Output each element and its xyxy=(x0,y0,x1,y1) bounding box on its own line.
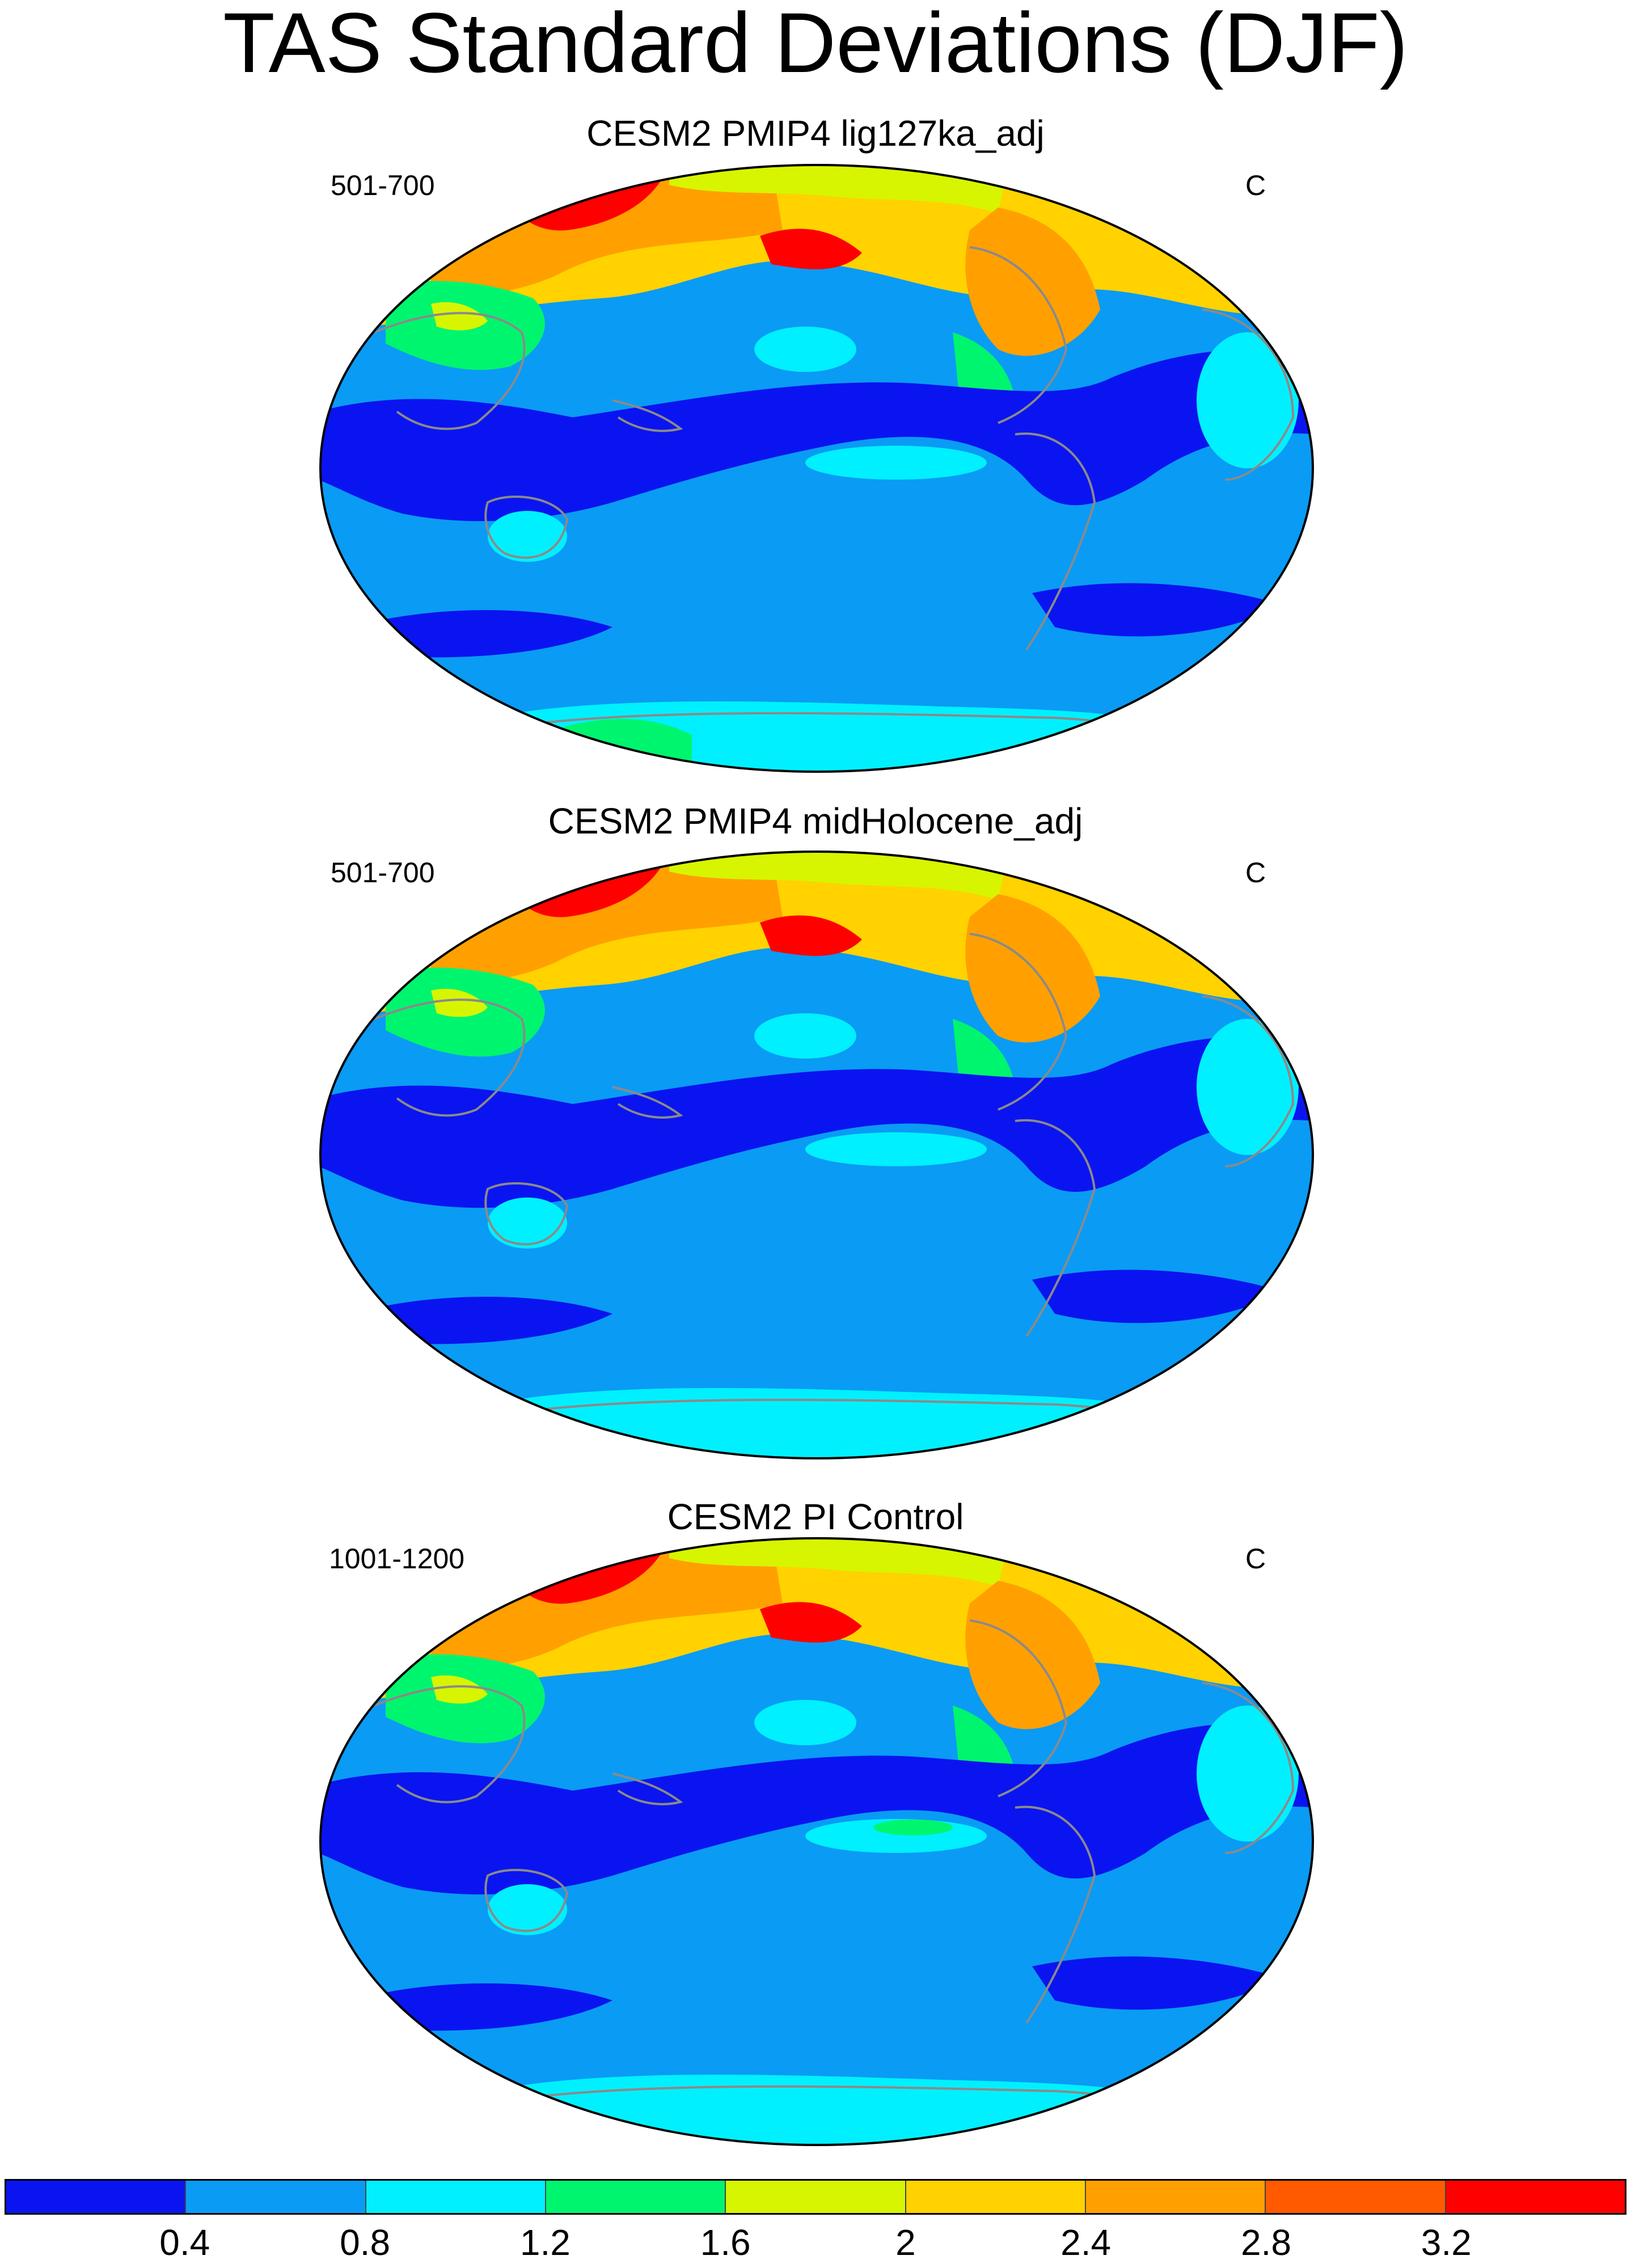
colorbar-swatch xyxy=(1085,2181,1266,2213)
panel-1-units-label: C xyxy=(1245,170,1266,201)
map-border xyxy=(319,1537,1314,2146)
africa-cyan xyxy=(1197,1706,1299,1842)
indonesia-coastline xyxy=(612,1772,683,1805)
australia-cyan xyxy=(488,1884,567,1935)
greenland-red xyxy=(1043,165,1112,205)
indonesia-coastline xyxy=(612,399,683,432)
colorbar-tick-label: 1.6 xyxy=(700,2222,751,2263)
panel-1-title: CESM2 PMIP4 lig127ka_adj xyxy=(586,113,1045,154)
colorbar-swatch xyxy=(1266,2181,1446,2213)
colorbar-tick-label: 2.4 xyxy=(1060,2222,1112,2263)
colorbar xyxy=(5,2179,1626,2215)
africa-coastline xyxy=(1202,308,1295,481)
equatorial-pacific-cyan xyxy=(805,446,987,480)
north-america-coastline xyxy=(969,1619,1068,1797)
asia-coastline xyxy=(374,1685,526,1804)
africa-cyan xyxy=(1197,332,1299,468)
colorbar-swatch xyxy=(186,2181,366,2213)
australia-coastline xyxy=(484,1869,569,1932)
figure-title: TAS Standard Deviations (DJF) xyxy=(223,0,1408,90)
panel-1-map xyxy=(319,164,1314,773)
tropical-low-band xyxy=(320,1036,1313,1208)
arctic-yellow xyxy=(669,165,1009,213)
south-indian-low xyxy=(352,1297,612,1344)
colorbar-tick-label: 1.2 xyxy=(519,2222,571,2263)
australia-coastline xyxy=(484,1182,569,1246)
map-border xyxy=(319,850,1314,1459)
alaska-red xyxy=(760,229,862,269)
north-america-coastline xyxy=(969,933,1068,1111)
colorbar-swatch xyxy=(726,2181,906,2213)
colorbar-swatch xyxy=(546,2181,726,2213)
equatorial-pacific-cyan xyxy=(805,1132,987,1166)
colorbar-swatch xyxy=(6,2181,187,2213)
panel-2-units-label: C xyxy=(1245,857,1266,888)
colorbar-swatch xyxy=(366,2181,546,2213)
panel-2-years-label: 501-700 xyxy=(331,857,435,888)
arctic-yellow xyxy=(669,1538,1009,1586)
alaska-red xyxy=(760,915,862,956)
greenland-red xyxy=(1043,1538,1112,1578)
north-america-coastline xyxy=(969,246,1068,424)
panel-1-years-label: 501-700 xyxy=(331,170,435,201)
panel-3-map xyxy=(319,1537,1314,2146)
panel-2-map xyxy=(319,850,1314,1459)
north-pacific-cyan xyxy=(754,1013,856,1059)
south-america-coastline xyxy=(1015,432,1096,651)
nino-green xyxy=(873,1820,953,1835)
indonesia-coastline xyxy=(612,1086,683,1119)
colorbar-tick-label: 2 xyxy=(895,2222,916,2263)
tibet-yellow xyxy=(431,1675,488,1704)
greenland-red xyxy=(1043,852,1112,891)
africa-cyan xyxy=(1197,1019,1299,1155)
south-indian-low xyxy=(352,610,612,658)
tropical-low-band xyxy=(320,349,1313,522)
map-border xyxy=(319,164,1314,773)
asia-coastline xyxy=(374,998,526,1117)
tibet-yellow xyxy=(431,302,488,331)
colorbar-swatch xyxy=(1446,2181,1625,2213)
colorbar-tick-label: 0.4 xyxy=(159,2222,210,2263)
africa-coastline xyxy=(1202,1682,1295,1854)
colorbar-tick-label: 3.2 xyxy=(1421,2222,1472,2263)
tropical-low-band xyxy=(320,1723,1313,1895)
australia-coastline xyxy=(484,496,569,559)
south-atlantic-low xyxy=(1032,583,1282,637)
south-america-coastline xyxy=(1015,1805,1096,2024)
australia-cyan xyxy=(488,511,567,562)
panel-3-title: CESM2 PI Control xyxy=(667,1496,964,1537)
colorbar-tick-label: 0.8 xyxy=(340,2222,391,2263)
panel-2-title: CESM2 PMIP4 midHolocene_adj xyxy=(548,801,1083,841)
south-america-coastline xyxy=(1015,1119,1096,1338)
north-pacific-cyan xyxy=(754,1700,856,1745)
colorbar-swatch xyxy=(906,2181,1086,2213)
panel-3-years-label: 1001-1200 xyxy=(329,1543,465,1575)
south-atlantic-low xyxy=(1032,1956,1282,2010)
africa-coastline xyxy=(1202,995,1295,1167)
colorbar-tick-label: 2.8 xyxy=(1240,2222,1291,2263)
south-atlantic-low xyxy=(1032,1270,1282,1323)
australia-cyan xyxy=(488,1198,567,1249)
tibet-yellow xyxy=(431,988,488,1017)
arctic-yellow xyxy=(669,852,1009,900)
south-indian-low xyxy=(352,1983,612,2031)
asia-coastline xyxy=(374,312,526,430)
north-pacific-cyan xyxy=(754,327,856,372)
alaska-red xyxy=(760,1602,862,1643)
panel-3-units-label: C xyxy=(1245,1543,1266,1575)
